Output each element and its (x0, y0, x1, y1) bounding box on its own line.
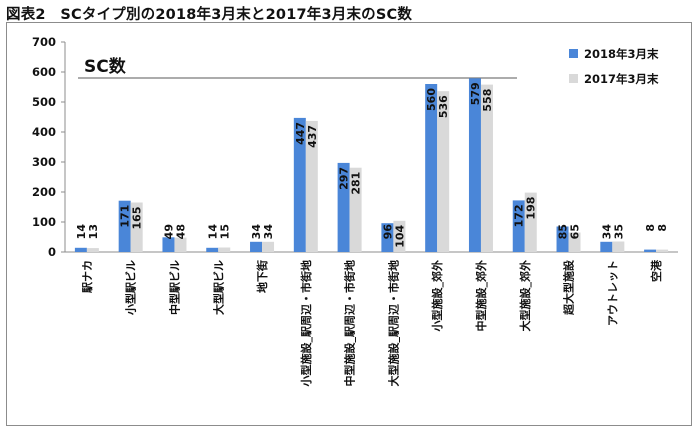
data-label: 536 (437, 95, 450, 118)
bar-2018 (425, 84, 438, 252)
data-label: 34 (250, 224, 263, 240)
bar-2017 (130, 202, 143, 252)
bar-2018 (381, 223, 394, 252)
category-label: 小型施設_駅周辺・市街地 (299, 260, 313, 388)
data-label: 104 (393, 224, 406, 247)
bar-2018 (206, 247, 219, 252)
category-label: 小型駅ビル (124, 260, 138, 316)
y-tick-label: 0 (48, 245, 56, 259)
data-label: 8 (656, 224, 669, 232)
bar-2017 (86, 248, 99, 252)
bar-2017 (437, 91, 450, 252)
bar-2018 (74, 247, 87, 252)
y-tick-label: 400 (32, 125, 56, 139)
bar-2018 (556, 226, 569, 252)
bar-2017 (174, 237, 187, 252)
bar-2018 (162, 237, 175, 252)
data-label: 15 (218, 224, 231, 239)
category-label: 超大型施設 (562, 259, 576, 316)
data-label: 558 (481, 89, 494, 112)
data-label: 34 (600, 224, 613, 240)
category-label: 駅ナカ (81, 260, 94, 294)
bar-2017 (524, 192, 537, 252)
bar-2017 (568, 232, 581, 252)
bar-2018 (250, 241, 263, 252)
category-label: アウトレット (606, 260, 619, 326)
data-label: 447 (294, 122, 307, 145)
data-label: 281 (350, 172, 363, 195)
category-label: 地下街 (255, 260, 269, 293)
data-label: 437 (306, 125, 319, 148)
data-label: 297 (338, 167, 351, 190)
bar-2018 (468, 78, 481, 252)
bar-2017 (262, 241, 275, 252)
data-label: 49 (162, 224, 175, 239)
data-label: 34 (262, 224, 275, 240)
legend-label: 2018年3月末 (584, 47, 659, 61)
data-label: 172 (513, 204, 526, 227)
bar-2018 (512, 200, 525, 252)
data-label: 96 (381, 224, 394, 240)
y-tick-label: 300 (32, 155, 56, 169)
category-label: 大型駅ビル (211, 260, 225, 315)
data-label: 13 (87, 224, 100, 239)
bar-2017 (612, 241, 625, 252)
y-tick-label: 500 (32, 95, 56, 109)
category-label: 大型施設_駅周辺・市街地 (386, 260, 400, 387)
bar-2017 (218, 247, 231, 252)
data-label: 14 (75, 224, 88, 240)
bar-2017 (480, 84, 493, 252)
bar-2018 (600, 241, 613, 252)
legend-swatch (569, 49, 578, 58)
data-label: 579 (469, 82, 482, 105)
data-label: 198 (525, 197, 538, 220)
data-label: 35 (612, 224, 625, 239)
data-label: 171 (119, 205, 132, 228)
y-tick-label: 600 (32, 65, 56, 79)
bar-2018 (293, 117, 306, 253)
bar-2017 (393, 220, 406, 252)
category-label: 大型施設_郊外 (518, 260, 532, 332)
bar-2018 (644, 249, 657, 252)
bar-2017 (305, 120, 318, 253)
chart-title: SC数 (84, 56, 127, 77)
legend-label: 2017年3月末 (584, 72, 659, 86)
data-label: 48 (174, 224, 187, 239)
category-label: 小型施設_郊外 (430, 260, 444, 333)
bar-2017 (656, 249, 669, 252)
data-label: 165 (131, 207, 144, 230)
bar-2017 (349, 167, 362, 252)
chart-frame (6, 22, 692, 426)
figure-title: 図表2 SCタイプ別の2018年3月末と2017年3月末のSC数 (6, 7, 413, 23)
category-label: 中型施設_駅周辺・市街地 (343, 260, 357, 387)
y-tick-label: 100 (32, 215, 56, 229)
data-label: 8 (644, 224, 657, 232)
legend-swatch (569, 74, 578, 83)
category-label: 中型駅ビル (167, 260, 181, 315)
category-label: 空港 (649, 259, 663, 282)
bar-2018 (337, 162, 350, 252)
bar-2018 (118, 200, 131, 252)
y-tick-label: 200 (32, 185, 56, 199)
data-label: 14 (206, 224, 219, 240)
y-tick-label: 700 (32, 35, 56, 49)
data-label: 560 (425, 88, 438, 111)
data-label: 65 (569, 224, 582, 239)
data-label: 85 (557, 224, 570, 239)
category-label: 中型施設_郊外 (474, 260, 488, 332)
